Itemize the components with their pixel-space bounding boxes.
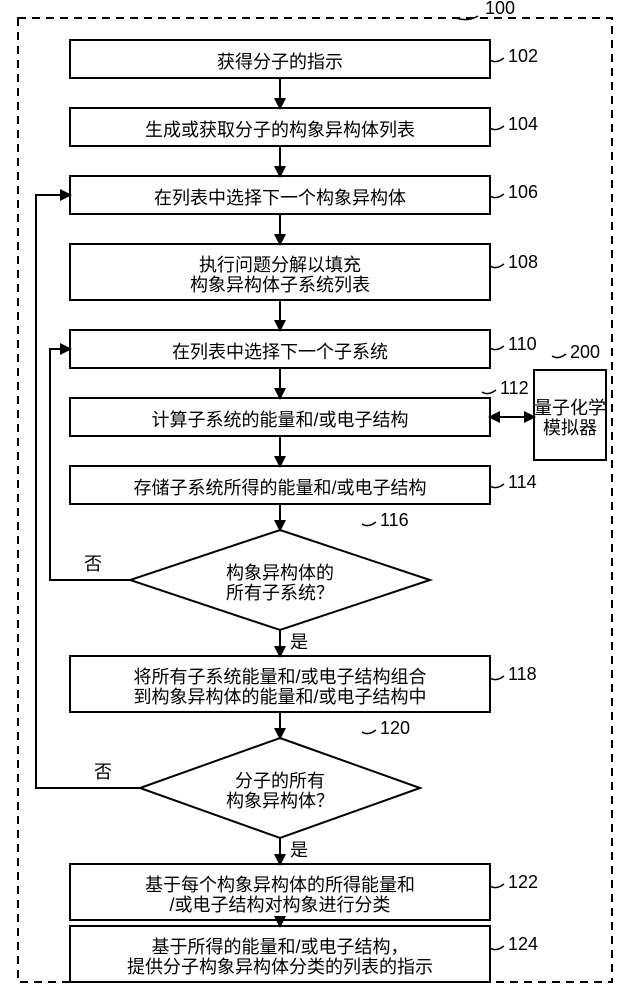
ref-leader [552, 354, 566, 358]
node-n110: 在列表中选择下一个子系统 110 [70, 330, 537, 368]
node-n112: 计算子系统的能量和/或电子结构 112 [70, 378, 529, 436]
node-n104: 生成或获取分子的构象异构体列表 104 [70, 108, 538, 146]
node-text: 计算子系统的能量和/或电子结构 [152, 410, 409, 430]
edge-e13 [50, 349, 130, 580]
edge-label-e8: 是 [290, 632, 308, 652]
node-ref-118: 118 [508, 664, 537, 684]
node-ref-104: 104 [508, 114, 538, 134]
node-ref-102: 102 [508, 46, 538, 66]
node-text: 模拟器 [543, 418, 597, 438]
node-text: 构象异构体子系统列表 [190, 275, 370, 295]
node-text: 执行问题分解以填充 [199, 255, 361, 275]
node-ref-112: 112 [500, 378, 529, 398]
ref-leader [490, 194, 504, 198]
ref-leader [362, 730, 376, 734]
node-ref-114: 114 [508, 472, 537, 492]
node-text: 提供分子构象异构体分类的列表的指示 [127, 957, 433, 977]
node-ref-116: 116 [380, 510, 409, 530]
node-ref-120: 120 [380, 718, 410, 738]
node-text: 生成或获取分子的构象异构体列表 [145, 120, 415, 140]
ref-leader [490, 484, 504, 488]
edge-label-e10: 是 [290, 840, 308, 860]
node-text: 存储子系统所得的能量和/或电子结构 [134, 478, 427, 498]
node-text: 量子化学 [534, 398, 606, 418]
node-n124: 基于所得的能量和/或电子结构，提供分子构象异构体分类的列表的指示 124 [70, 926, 538, 982]
node-text: 将所有子系统能量和/或电子结构组合 [134, 667, 427, 687]
ref-leader [482, 390, 496, 394]
node-n200: 量子化学模拟器 200 [534, 342, 606, 460]
ref-leader [490, 264, 504, 268]
ref-leader [362, 522, 376, 526]
node-text: 基于每个构象异构体的所得能量和 [145, 875, 415, 895]
node-text: 分子的所有 [235, 771, 325, 791]
node-text: 基于所得的能量和/或电子结构， [152, 937, 409, 957]
node-text: 所有子系统？ [226, 583, 334, 603]
diagram-label: 100 [485, 0, 515, 18]
edge-label-e13: 否 [84, 554, 102, 574]
node-ref-110: 110 [508, 334, 537, 354]
flowchart-canvas: 100 获得分子的指示 102 生成或获取分子的构象异构体列表 104 在列表中选择下一个… [0, 0, 630, 1000]
node-text: 在列表中选择下一个子系统 [172, 342, 388, 362]
node-n122: 基于每个构象异构体的所得能量和/或电子结构对构象进行分类 122 [70, 864, 538, 920]
node-n118: 将所有子系统能量和/或电子结构组合到构象异构体的能量和/或电子结构中 118 [70, 656, 537, 712]
node-ref-124: 124 [508, 934, 538, 954]
node-text: 获得分子的指示 [217, 52, 343, 72]
node-ref-106: 106 [508, 182, 538, 202]
node-text: 构象异构体的 [226, 563, 334, 583]
ref-leader [490, 676, 504, 680]
node-ref-108: 108 [508, 252, 538, 272]
node-text: 到构象异构体的能量和/或电子结构中 [134, 687, 427, 707]
node-n114: 存储子系统所得的能量和/或电子结构 114 [70, 466, 537, 504]
node-text: 构象异构体？ [226, 791, 334, 811]
node-n106: 在列表中选择下一个构象异构体 106 [70, 176, 538, 214]
node-n102: 获得分子的指示 102 [70, 40, 538, 78]
ref-leader [490, 946, 504, 950]
node-text: 在列表中选择下一个构象异构体 [154, 188, 406, 208]
ref-leader [490, 346, 504, 350]
ref-leader [490, 884, 504, 888]
node-text: /或电子结构对构象进行分类 [170, 895, 391, 915]
ref-leader [490, 58, 504, 62]
node-ref-200: 200 [570, 342, 600, 362]
node-ref-122: 122 [508, 872, 538, 892]
edge-label-e14: 否 [94, 762, 112, 782]
node-n108: 执行问题分解以填充构象异构体子系统列表 108 [70, 244, 538, 300]
ref-leader [490, 126, 504, 130]
